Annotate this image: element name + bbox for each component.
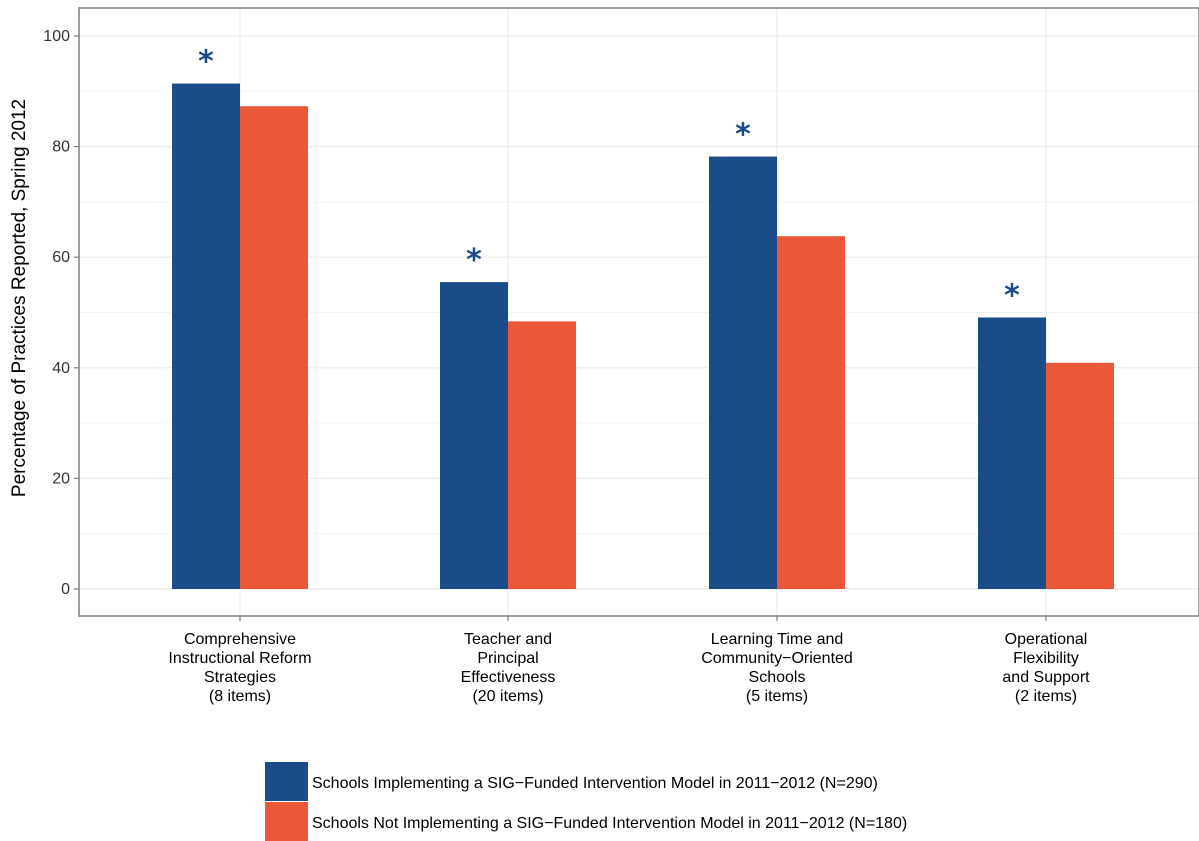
x-tick-label: Operational Flexibility and Support (2 item… [1002, 631, 1090, 705]
significance-marker: * [735, 118, 751, 153]
legend-key-series-2 [265, 802, 308, 841]
bar-series-2-category-2 [508, 321, 576, 589]
y-tick-label: 20 [52, 470, 70, 487]
bar-series-1-category-4 [978, 317, 1046, 589]
y-tick-label: 100 [43, 28, 70, 45]
legend-label-series-1: Schools Implementing a SIG−Funded Interv… [312, 775, 878, 792]
legend-key-series-1 [265, 762, 308, 801]
x-tick-label: Teacher and Principal Effectiveness (20 ite… [461, 631, 556, 705]
x-tick-label: Learning Time and Community−Oriented Schoo… [701, 631, 853, 705]
bar-series-1-category-3 [709, 156, 777, 589]
legend-label-series-2: Schools Not Implementing a SIG−Funded In… [312, 815, 907, 832]
y-tick-label: 60 [52, 249, 70, 266]
plot-panel-border [78, 7, 1199, 617]
legend: Schools Implementing a SIG−Funded Interv… [265, 762, 907, 841]
x-tick-label: Comprehensive Instructional Reform Strateg… [168, 631, 311, 705]
significance-marker: * [466, 243, 482, 278]
y-tick-label: 40 [52, 360, 70, 377]
y-tick-label: 80 [52, 139, 70, 156]
significance-marker: * [198, 45, 214, 80]
y-axis-title: Percentage of Practices Reported, Spring… [9, 99, 30, 497]
y-tick-label: 0 [61, 581, 70, 598]
bar-series-2-category-4 [1046, 362, 1114, 589]
annotations-layer: * * * * [198, 45, 1020, 314]
bar-series-1-category-2 [440, 282, 508, 589]
bar-series-2-category-1 [240, 106, 308, 589]
axis-layer: 0 20 40 60 80 100 Comprehensive Instructional R… [43, 28, 1090, 705]
significance-marker: * [1004, 278, 1020, 313]
bar-series-1-category-1 [172, 83, 240, 590]
bar-series-2-category-3 [777, 236, 845, 589]
bars-layer [172, 83, 1114, 590]
